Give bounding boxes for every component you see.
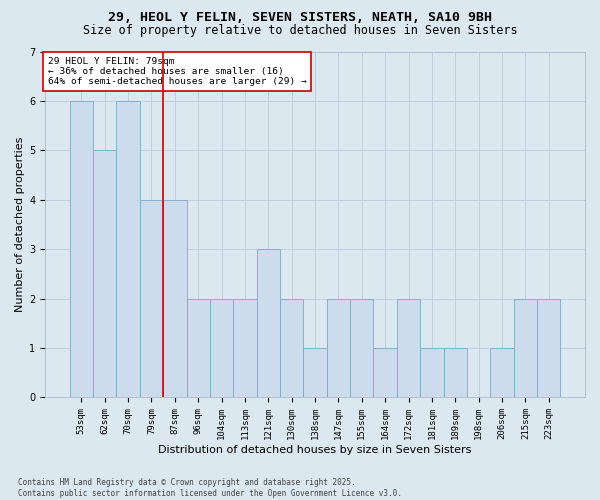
- Text: 29 HEOL Y FELIN: 79sqm
← 36% of detached houses are smaller (16)
64% of semi-det: 29 HEOL Y FELIN: 79sqm ← 36% of detached…: [48, 56, 307, 86]
- Bar: [397, 298, 420, 398]
- Bar: [304, 348, 327, 398]
- Bar: [187, 298, 210, 398]
- Bar: [537, 298, 560, 398]
- Bar: [163, 200, 187, 398]
- Bar: [140, 200, 163, 398]
- Bar: [420, 348, 443, 398]
- Bar: [210, 298, 233, 398]
- Bar: [373, 348, 397, 398]
- Bar: [350, 298, 373, 398]
- Bar: [116, 101, 140, 398]
- Bar: [70, 101, 93, 398]
- Text: Size of property relative to detached houses in Seven Sisters: Size of property relative to detached ho…: [83, 24, 517, 37]
- Text: 29, HEOL Y FELIN, SEVEN SISTERS, NEATH, SA10 9BH: 29, HEOL Y FELIN, SEVEN SISTERS, NEATH, …: [108, 11, 492, 24]
- Bar: [233, 298, 257, 398]
- Text: Contains HM Land Registry data © Crown copyright and database right 2025.
Contai: Contains HM Land Registry data © Crown c…: [18, 478, 402, 498]
- Bar: [514, 298, 537, 398]
- Bar: [257, 249, 280, 398]
- X-axis label: Distribution of detached houses by size in Seven Sisters: Distribution of detached houses by size …: [158, 445, 472, 455]
- Bar: [443, 348, 467, 398]
- Bar: [93, 150, 116, 398]
- Bar: [327, 298, 350, 398]
- Bar: [280, 298, 304, 398]
- Y-axis label: Number of detached properties: Number of detached properties: [15, 137, 25, 312]
- Bar: [490, 348, 514, 398]
